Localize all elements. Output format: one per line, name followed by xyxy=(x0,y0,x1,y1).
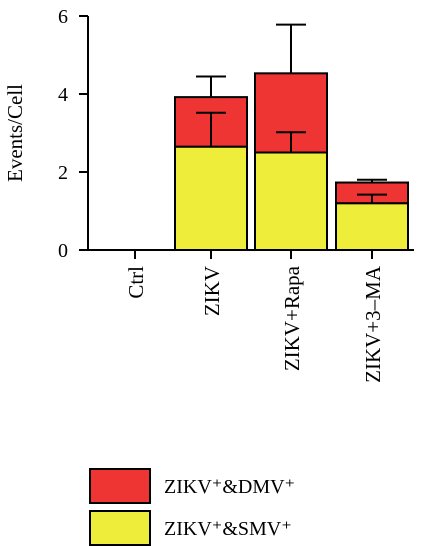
x-tick-label-3: ZIKV+3–MA xyxy=(361,265,385,383)
bar-0-3 xyxy=(335,202,409,251)
x-tick-label-1: ZIKV xyxy=(200,266,224,316)
plot-area: 0 2 4 6 Ctrl ZIKV ZIKV+Rapa ZIKV+3–MA xyxy=(58,6,414,383)
y-tick-label-2: 4 xyxy=(58,84,68,106)
bar-0-1 xyxy=(174,145,248,251)
error-bars xyxy=(196,23,387,204)
legend-swatch-0 xyxy=(89,468,151,504)
x-tick-label-0: Ctrl xyxy=(124,266,148,299)
x-tick-label-2: ZIKV+Rapa xyxy=(280,265,304,371)
y-axis-label: Events/Cell xyxy=(3,84,27,182)
bar-0-2 xyxy=(254,151,328,251)
y-tick-label-1: 2 xyxy=(58,162,68,184)
legend-label-0: ZIKV⁺&DMV⁺ xyxy=(164,476,295,498)
legend-swatch-1 xyxy=(89,510,151,546)
bars xyxy=(174,72,409,251)
legend: ZIKV⁺&DMV⁺ ZIKV⁺&SMV⁺ xyxy=(89,468,295,546)
y-tick-label-3: 6 xyxy=(58,6,68,28)
legend-label-1: ZIKV⁺&SMV⁺ xyxy=(164,518,292,540)
y-tick-label-0: 0 xyxy=(58,240,68,262)
